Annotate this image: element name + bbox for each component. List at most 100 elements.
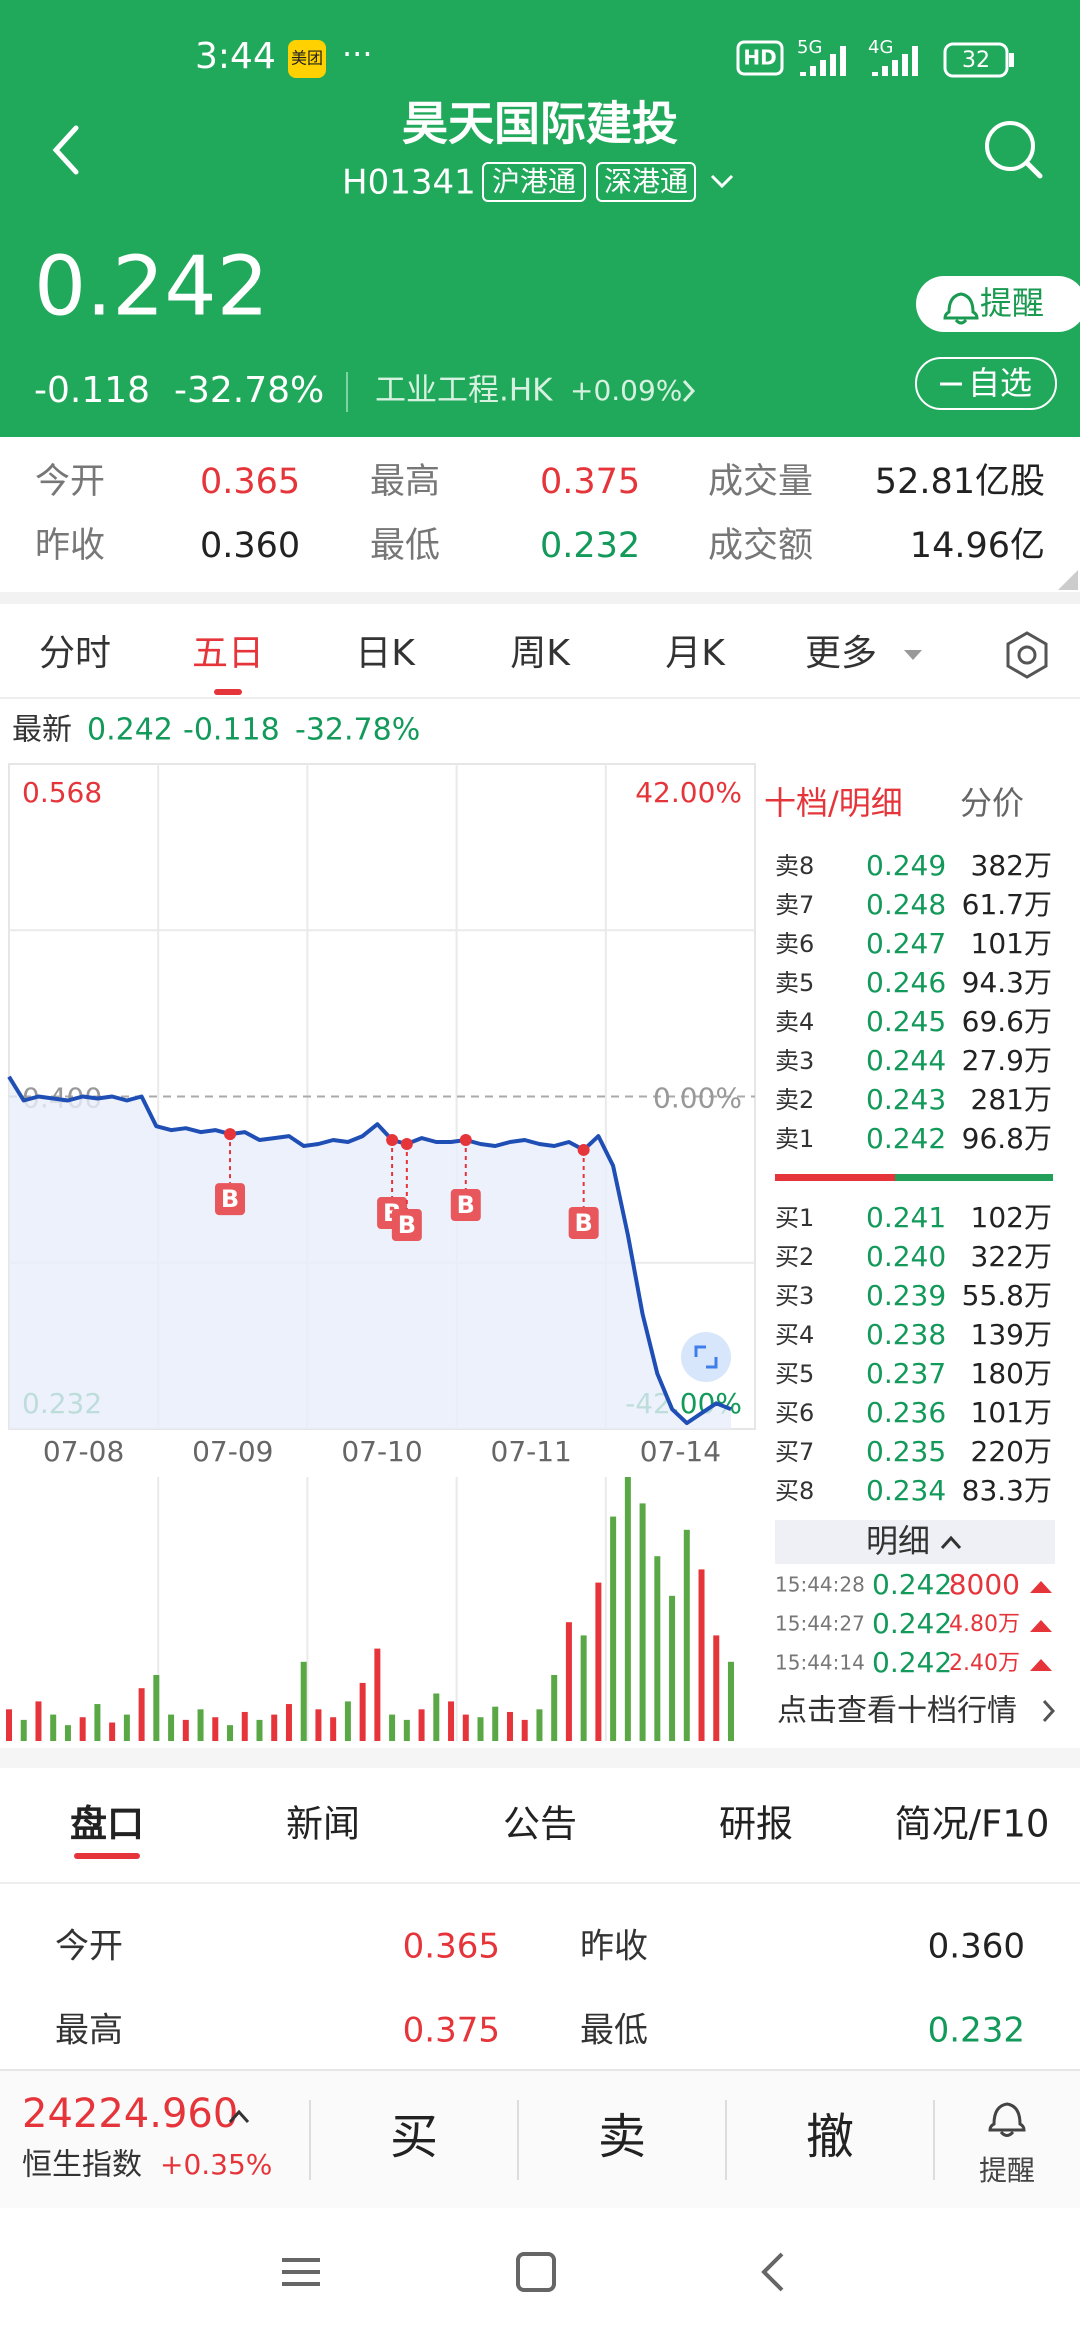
trade-action[interactable]: 撤 — [806, 2109, 854, 2165]
section-tab[interactable]: 盘口 — [70, 1803, 144, 1846]
y-tick-label: 0.568 — [22, 776, 102, 809]
alert-action[interactable]: 提醒 — [979, 2102, 1035, 2187]
back-nav-button[interactable] — [761, 2252, 784, 2292]
volume-bar — [50, 1714, 57, 1741]
panel-label: 最低 — [580, 2011, 648, 2051]
book-volume: 27.9万 — [962, 1044, 1052, 1077]
trade-volume: 4.80万 — [949, 1612, 1020, 1637]
price-dist-tab[interactable]: 分价 — [960, 784, 1024, 822]
volume-bar — [330, 1717, 337, 1741]
book-price: 0.239 — [866, 1279, 946, 1312]
chart-tab[interactable]: 周K — [510, 633, 571, 674]
more-link[interactable]: 点击查看十档行情 — [777, 1694, 1017, 1729]
chart-tab[interactable]: 更多 — [805, 633, 877, 674]
alert-button[interactable]: 提醒 — [916, 276, 1080, 332]
volume-bar — [418, 1709, 425, 1741]
volume-bar — [300, 1661, 307, 1741]
home-button[interactable] — [516, 2252, 556, 2292]
header-bg — [0, 0, 1080, 437]
marker-dot — [577, 1143, 590, 1156]
volume-bar — [595, 1582, 602, 1741]
book-level: 卖2 — [775, 1086, 814, 1114]
stat-value: 14.96亿 — [910, 526, 1045, 566]
expand-icon[interactable] — [710, 174, 734, 189]
volume-bar — [433, 1693, 440, 1741]
volume-bar — [241, 1711, 248, 1741]
book-price: 0.240 — [866, 1240, 946, 1273]
stat-value: 0.232 — [540, 526, 640, 566]
volume-bar — [344, 1701, 351, 1741]
trade-volume: 2.40万 — [949, 1651, 1020, 1676]
chart-tab[interactable]: 五日 — [192, 633, 264, 674]
latest-change: -0.118 — [183, 713, 280, 748]
section-tab[interactable]: 公告 — [503, 1803, 577, 1846]
x-tick-label: 07-08 — [43, 1435, 124, 1468]
stat-value: 0.360 — [200, 526, 300, 566]
orderbook-tab[interactable]: 十档/明细 — [764, 784, 903, 822]
watch-button[interactable]: 自选 — [915, 357, 1057, 410]
book-level: 卖7 — [775, 891, 814, 919]
detail-header[interactable]: 明细 — [866, 1522, 930, 1560]
price-area — [9, 1076, 731, 1429]
alert-label: 提醒 — [980, 284, 1044, 322]
marker-box[interactable] — [568, 1206, 599, 1239]
book-level: 买4 — [775, 1321, 814, 1349]
section-tab[interactable]: 简况/F10 — [895, 1803, 1050, 1846]
sector-name: 工业工程.HK — [375, 373, 553, 409]
marker-box[interactable] — [391, 1209, 422, 1241]
marker-dot — [459, 1134, 472, 1147]
trade-arrow — [1030, 1581, 1052, 1593]
zoom-button[interactable] — [681, 1332, 731, 1382]
settings-icon[interactable] — [1006, 631, 1048, 679]
chart-tab[interactable]: 分时 — [39, 633, 111, 674]
caret-icon — [228, 2109, 250, 2124]
volume-bar — [64, 1725, 71, 1741]
chart-tab[interactable]: 日K — [355, 633, 416, 674]
pct-tick-label: 0.00% — [653, 1082, 742, 1115]
book-volume: 322万 — [971, 1240, 1052, 1273]
book-price: 0.245 — [866, 1005, 946, 1038]
back-button[interactable] — [52, 125, 79, 175]
marker-label: B — [398, 1211, 416, 1239]
panel-label: 最高 — [55, 2011, 123, 2051]
book-volume: 180万 — [971, 1357, 1052, 1390]
x-tick-label: 07-10 — [341, 1435, 422, 1468]
book-level: 买8 — [775, 1477, 814, 1505]
volume-bar — [551, 1675, 558, 1741]
book-volume: 101万 — [971, 927, 1052, 960]
volume-bar — [462, 1714, 469, 1741]
trade-action[interactable]: 卖 — [598, 2109, 646, 2165]
marker-box[interactable] — [215, 1183, 246, 1216]
dropdown-icon — [904, 650, 922, 660]
volume-bar — [227, 1725, 234, 1741]
marker-box[interactable] — [450, 1189, 481, 1222]
volume-bar — [20, 1719, 27, 1741]
battery-tip — [1009, 53, 1014, 67]
book-volume: 101万 — [971, 1396, 1052, 1429]
price-change-pct: -32.78% — [174, 370, 324, 411]
search-button[interactable] — [985, 121, 1043, 179]
book-price: 0.244 — [866, 1044, 946, 1077]
book-level: 卖6 — [775, 930, 814, 958]
sector-link[interactable]: 工业工程.HK +0.09% — [375, 373, 696, 409]
volume-bar — [565, 1622, 572, 1741]
ratio-bar-buy — [895, 1174, 1053, 1181]
volume-bar — [698, 1569, 705, 1741]
sector-change: +0.09% — [570, 374, 682, 407]
stat-label: 今开 — [35, 462, 105, 502]
section-tab[interactable]: 新闻 — [286, 1803, 360, 1846]
x-tick-label: 07-09 — [192, 1435, 273, 1468]
menu-button[interactable] — [282, 2258, 320, 2286]
book-volume: 139万 — [971, 1318, 1052, 1351]
section-tab[interactable]: 研报 — [719, 1803, 793, 1846]
trade-action[interactable]: 买 — [390, 2109, 438, 2165]
book-price: 0.237 — [866, 1357, 946, 1390]
tag: 深港通 — [604, 165, 688, 198]
chart-tab[interactable]: 月K — [665, 633, 726, 674]
book-level: 买1 — [775, 1204, 814, 1232]
trade-price: 0.242 — [872, 1568, 952, 1601]
bell-icon — [943, 292, 979, 325]
index-name: 恒生指数 — [22, 2148, 142, 2183]
tab-indicator — [214, 689, 242, 695]
book-price: 0.247 — [866, 927, 946, 960]
